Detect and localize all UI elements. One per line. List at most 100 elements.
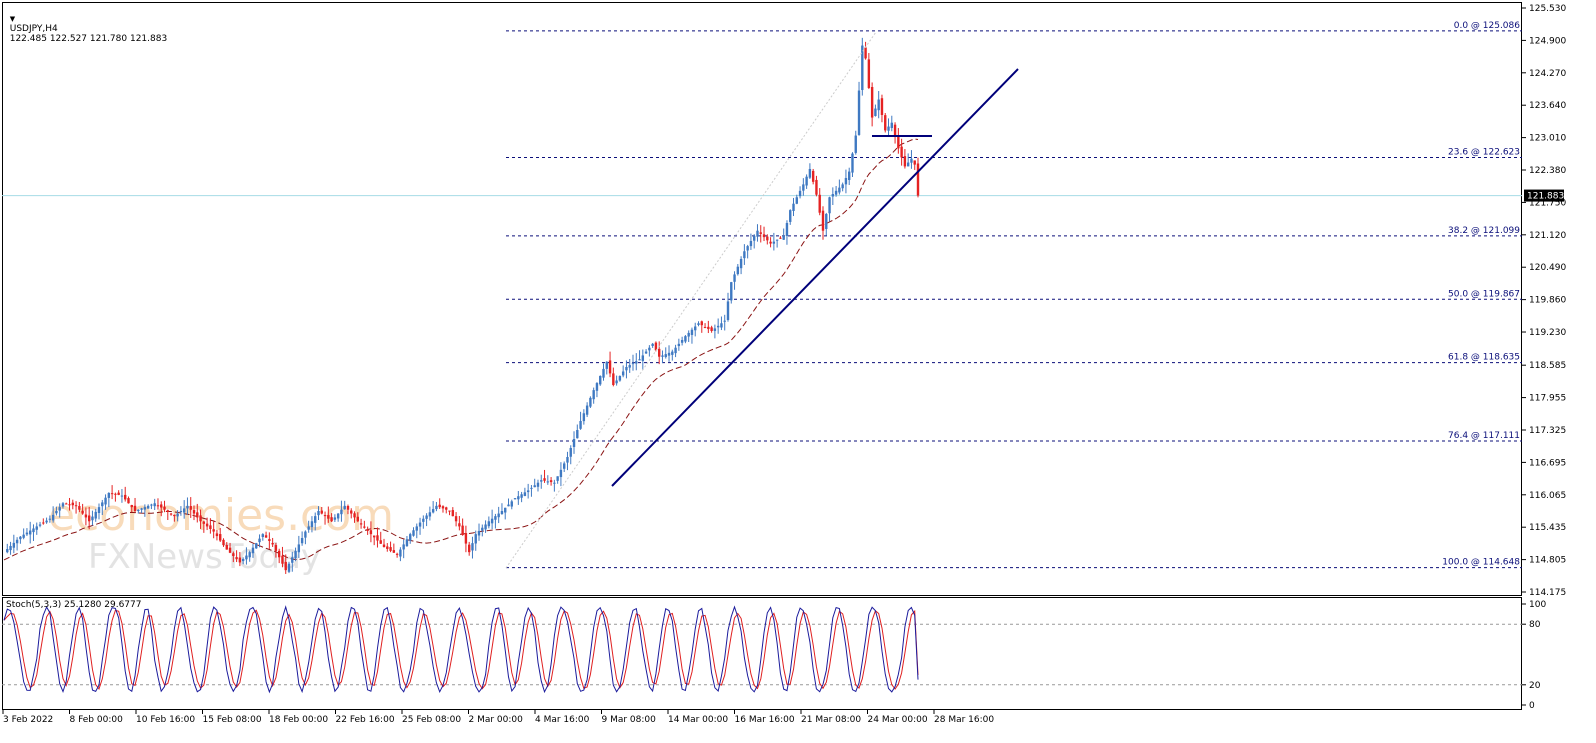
candle[interactable]: [212, 521, 215, 539]
candle[interactable]: [435, 501, 438, 512]
candle[interactable]: [225, 542, 228, 550]
candle[interactable]: [880, 94, 884, 123]
candle[interactable]: [179, 506, 183, 516]
candle[interactable]: [710, 325, 713, 333]
candle[interactable]: [785, 220, 789, 245]
candle[interactable]: [104, 494, 107, 510]
candle[interactable]: [762, 226, 766, 242]
candle[interactable]: [163, 500, 166, 513]
candle[interactable]: [464, 525, 468, 553]
candle[interactable]: [726, 292, 730, 322]
candle[interactable]: [834, 186, 838, 197]
candle[interactable]: [759, 225, 762, 243]
candle[interactable]: [667, 345, 671, 362]
candle[interactable]: [697, 321, 700, 327]
candle[interactable]: [467, 541, 471, 556]
candle[interactable]: [694, 322, 697, 337]
candle[interactable]: [258, 534, 261, 548]
candle[interactable]: [25, 528, 29, 537]
candle[interactable]: [749, 233, 753, 250]
candle[interactable]: [48, 515, 52, 523]
candle[interactable]: [418, 517, 422, 535]
candle[interactable]: [743, 244, 746, 265]
candle[interactable]: [107, 492, 111, 508]
candle[interactable]: [644, 349, 648, 354]
candle[interactable]: [15, 537, 19, 551]
candle[interactable]: [605, 361, 608, 375]
candle[interactable]: [156, 498, 160, 510]
candle[interactable]: [42, 518, 45, 525]
candle[interactable]: [101, 499, 104, 516]
candle[interactable]: [474, 530, 477, 551]
candle[interactable]: [766, 234, 769, 245]
candle[interactable]: [831, 187, 835, 206]
candle[interactable]: [219, 527, 222, 542]
candle[interactable]: [841, 182, 844, 192]
candle[interactable]: [546, 475, 550, 485]
candle[interactable]: [887, 118, 890, 137]
candle[interactable]: [628, 358, 631, 373]
candle[interactable]: [700, 320, 703, 333]
candle[interactable]: [441, 505, 445, 513]
candle[interactable]: [916, 157, 920, 198]
candle[interactable]: [684, 335, 687, 344]
candle[interactable]: [215, 529, 219, 541]
candle[interactable]: [753, 234, 756, 249]
candle[interactable]: [589, 396, 592, 408]
candle[interactable]: [458, 515, 461, 531]
candle[interactable]: [363, 520, 366, 529]
candle[interactable]: [228, 542, 232, 554]
candle[interactable]: [127, 496, 130, 504]
candle[interactable]: [137, 509, 140, 514]
candle[interactable]: [297, 535, 301, 558]
candle[interactable]: [409, 532, 412, 544]
candle[interactable]: [844, 169, 848, 194]
candle[interactable]: [913, 160, 916, 170]
candle[interactable]: [487, 516, 491, 529]
candle[interactable]: [146, 504, 150, 509]
candle[interactable]: [631, 354, 635, 371]
candle[interactable]: [307, 520, 310, 533]
candle[interactable]: [415, 523, 418, 539]
candle[interactable]: [556, 476, 559, 484]
candle[interactable]: [621, 365, 625, 378]
candle[interactable]: [477, 523, 481, 541]
candle[interactable]: [202, 520, 206, 533]
candle[interactable]: [291, 551, 294, 572]
candle[interactable]: [6, 543, 9, 554]
candle[interactable]: [65, 502, 68, 505]
candle[interactable]: [504, 507, 507, 520]
candle[interactable]: [582, 409, 586, 425]
candle[interactable]: [261, 533, 265, 541]
candle[interactable]: [838, 179, 841, 195]
fibonacci-retracement[interactable]: 0.0 @ 125.086 23.6 @ 122.623 38.2 @ 121.09…: [506, 21, 1522, 569]
candle[interactable]: [530, 485, 533, 497]
candle[interactable]: [723, 314, 726, 331]
candle[interactable]: [51, 506, 55, 523]
candle[interactable]: [81, 503, 84, 515]
candle[interactable]: [320, 506, 323, 515]
candle[interactable]: [805, 174, 808, 189]
candle[interactable]: [772, 232, 776, 251]
candle[interactable]: [595, 382, 599, 398]
candle[interactable]: [445, 506, 448, 514]
candle[interactable]: [775, 239, 779, 248]
candle[interactable]: [664, 347, 667, 359]
candle[interactable]: [572, 431, 576, 454]
candle[interactable]: [513, 498, 517, 500]
candle[interactable]: [648, 345, 651, 357]
candle[interactable]: [615, 375, 618, 386]
candle[interactable]: [248, 550, 251, 562]
candle[interactable]: [71, 499, 74, 510]
candle[interactable]: [310, 516, 314, 533]
candle[interactable]: [222, 538, 225, 547]
candle[interactable]: [716, 318, 720, 334]
candle[interactable]: [566, 451, 569, 471]
candle[interactable]: [802, 178, 805, 196]
candle[interactable]: [526, 483, 530, 499]
candle[interactable]: [386, 543, 389, 552]
candle[interactable]: [877, 91, 880, 119]
candle[interactable]: [448, 510, 451, 516]
candle[interactable]: [314, 512, 317, 531]
candle[interactable]: [739, 256, 743, 275]
